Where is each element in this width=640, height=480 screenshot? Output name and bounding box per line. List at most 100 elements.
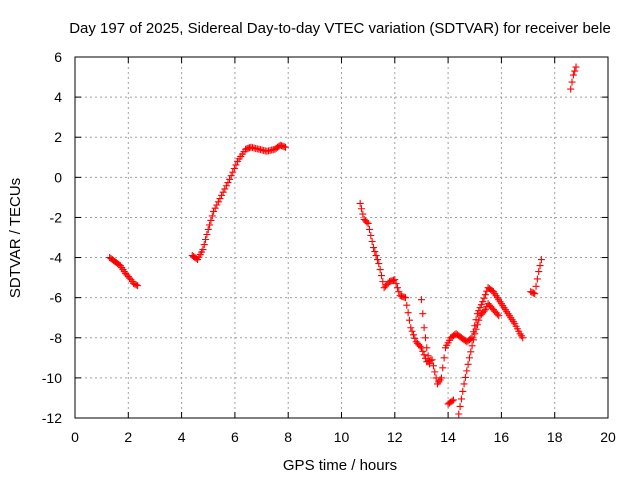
data-point [571, 67, 579, 75]
data-point [536, 262, 544, 270]
data-point [369, 244, 377, 252]
data-point [221, 185, 229, 193]
data-point [204, 225, 212, 233]
series-segment-7 [527, 256, 545, 298]
data-point [479, 298, 487, 306]
series-segment-3 [356, 199, 527, 388]
data-point [375, 260, 383, 268]
data-point [529, 289, 537, 297]
data-point [199, 246, 207, 254]
data-point [568, 78, 576, 86]
data-point [493, 310, 501, 318]
data-point [200, 241, 208, 249]
data-point [356, 199, 364, 207]
data-point [465, 354, 473, 362]
axis-ticks: 0 2 4 6 8 10 12 14 16 18 20 -12 -10 -8 -6 -4 -2 0 2 4 6 [42, 49, 616, 445]
data-point [216, 195, 224, 203]
data-point [407, 324, 415, 332]
chart-title: Day 197 of 2025, Sidereal Day-to-day VTE… [69, 20, 611, 37]
y-tick-label: 2 [54, 129, 62, 145]
data-point [134, 282, 142, 290]
y-tick-label: 6 [54, 49, 62, 65]
data-point [533, 275, 541, 283]
x-tick-label: 6 [231, 429, 239, 445]
y-tick-label: -8 [50, 330, 63, 346]
data-point [476, 304, 484, 312]
data-point [368, 238, 376, 246]
x-tick-label: 4 [178, 429, 186, 445]
grid [75, 57, 608, 418]
data-point [364, 219, 372, 227]
series-segment-2 [188, 141, 290, 264]
data-point [391, 276, 399, 284]
data-point [457, 395, 465, 403]
data-point [468, 342, 476, 350]
data-point [365, 225, 373, 233]
data-point [202, 236, 210, 244]
data-point [210, 207, 218, 215]
data-point [461, 373, 469, 381]
data-point [428, 356, 436, 364]
data-point [495, 312, 503, 320]
data-point [473, 321, 481, 329]
data-point [463, 367, 471, 375]
data-point [214, 198, 222, 206]
data-point [439, 364, 447, 372]
data-point [232, 161, 240, 169]
data-point [437, 374, 445, 382]
y-tick-label: -10 [42, 370, 62, 386]
data-point [429, 362, 437, 370]
data-point [440, 354, 448, 362]
data-point [419, 347, 427, 355]
data-point [359, 210, 367, 218]
data-point [420, 324, 428, 332]
data-point [471, 330, 479, 338]
data-point [449, 396, 457, 404]
data-point [207, 216, 215, 224]
data-marks [106, 63, 580, 418]
data-point [229, 168, 237, 176]
data-point [230, 165, 238, 173]
x-tick-label: 8 [284, 429, 292, 445]
data-point [226, 175, 234, 183]
data-point [373, 256, 381, 264]
data-point [569, 71, 577, 79]
data-point [417, 296, 425, 304]
data-point [419, 310, 427, 318]
y-tick-label: -2 [50, 209, 63, 225]
data-point [408, 327, 416, 335]
y-tick-label: -6 [50, 290, 63, 306]
data-point [126, 274, 134, 282]
y-tick-label: -4 [50, 250, 63, 266]
data-point [475, 316, 483, 324]
x-tick-label: 0 [71, 429, 79, 445]
data-point [537, 256, 545, 264]
data-point [367, 231, 375, 239]
data-point [467, 348, 475, 356]
data-point [282, 143, 290, 151]
y-tick-label: 0 [54, 169, 62, 185]
y-axis-title: SDTVAR / TECUs [7, 178, 24, 298]
data-point [218, 191, 226, 199]
data-point [535, 268, 543, 276]
data-point [460, 380, 468, 388]
data-point [224, 179, 232, 187]
y-tick-label: 4 [54, 89, 62, 105]
data-point [459, 387, 467, 395]
data-point [420, 351, 428, 359]
data-point [409, 331, 417, 339]
data-point [472, 325, 480, 333]
data-point [403, 301, 411, 309]
data-point [363, 218, 371, 226]
x-tick-label: 10 [334, 429, 350, 445]
data-point [132, 281, 140, 289]
data-point [531, 290, 539, 298]
data-point [379, 278, 387, 286]
x-tick-label: 12 [387, 429, 403, 445]
data-point [455, 410, 463, 418]
data-point [208, 212, 216, 220]
series-segment-5 [444, 396, 457, 408]
x-tick-label: 20 [600, 429, 616, 445]
data-point [532, 282, 540, 290]
data-point [464, 360, 472, 368]
